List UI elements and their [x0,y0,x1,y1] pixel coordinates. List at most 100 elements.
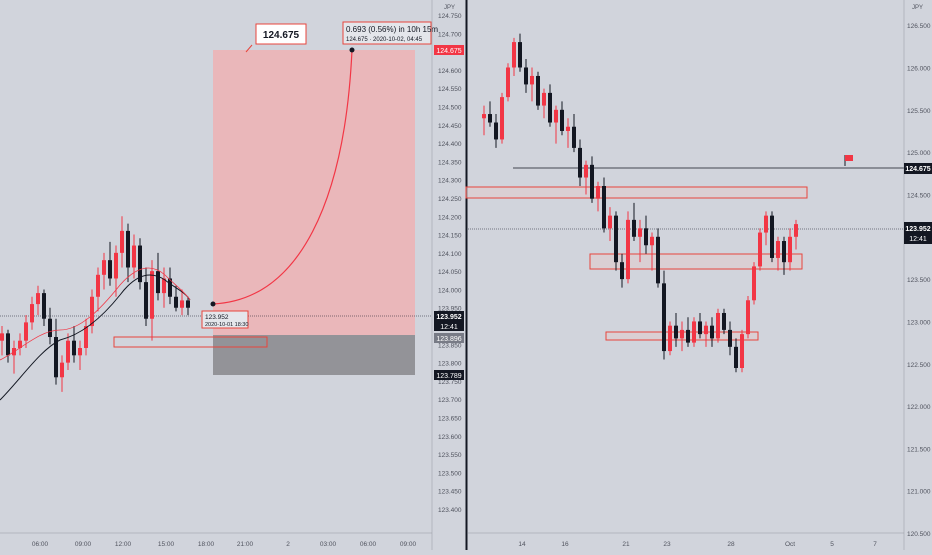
right-candle-body [554,109,558,123]
flag-icon[interactable] [844,155,853,166]
right-candle-body [752,266,756,301]
left-time-axis[interactable]: 06:00 09:00 12:00 15:00 18:00 21:00 2 03:00 06:0… [0,532,432,548]
projection-end-dot[interactable] [349,47,355,53]
right-time-axis[interactable]: 14 16 21 23 28 Oct 5 7 [468,532,904,548]
left-price-axis[interactable]: JPY 124.750124.700124.650124.600124.5501… [431,0,464,550]
right-candle-body [548,92,552,123]
stop-zone[interactable] [213,335,415,375]
right-candle-body [506,67,510,98]
right-current-price-label: 123.952 12:41 [904,222,932,244]
right-candle-body [722,312,726,330]
right-candle-body [740,334,744,368]
left-target-price-label: 124.675 [434,45,464,55]
left-x-tick-label: 06:00 [32,541,49,548]
projection-info-box[interactable]: 0.693 (0.56%) in 10h 15m 124.675 · 2020-… [342,21,438,45]
left-candle-body [126,230,130,268]
left-y-tick-label: 123.500 [438,470,462,477]
right-candle-body [746,300,750,335]
right-candle-body [626,219,630,280]
left-candle-body [72,340,76,356]
left-countdown-label: 12:41 [440,324,458,331]
right-currency-label: JPY [912,5,923,11]
right-candle-body [524,67,528,85]
right-y-tick-label: 125.500 [907,108,931,115]
right-candle-body [614,215,618,263]
left-candle-body [42,293,46,319]
right-candle-body [782,241,786,263]
right-candle-body [620,262,624,280]
left-candle-body [66,340,70,363]
left-candle-body [90,296,94,327]
right-y-tick-label: 125.000 [907,150,931,157]
right-candle-body [788,236,792,263]
left-y-tick-label: 123.850 [438,342,462,349]
right-x-tick-label: 7 [873,541,877,548]
right-candle-body [776,241,780,258]
resistance-zone[interactable] [465,186,808,199]
right-candle-body [488,114,492,123]
left-entry-price-label: 123.896 [434,333,464,343]
mid-zone[interactable] [589,253,803,270]
left-chart-pane[interactable]: 124.675 0.693 (0.56%) in 10h 15m 124.675… [0,0,464,550]
right-countdown-label: 12:41 [909,236,927,243]
right-candle-body [572,126,576,148]
left-y-tick-label: 124.250 [438,196,462,203]
right-candle-body [764,215,768,233]
left-y-tick-label: 124.050 [438,269,462,276]
left-x-tick-label: 06:00 [360,541,377,548]
left-candle-body [60,362,64,378]
right-chart-pane[interactable]: JPY 126.500 126.000 125.500 125.000 124.500 1… [465,0,932,550]
right-candle-body [530,75,534,85]
right-price-axis[interactable]: JPY 126.500 126.000 125.500 125.000 124.500 1… [903,0,932,550]
right-y-tick-label: 123.500 [907,277,931,284]
right-y-tick-label: 124.500 [907,192,931,199]
projection-start-dot[interactable] [210,301,216,307]
svg-text:123.952: 123.952 [436,314,461,321]
right-candle-body [566,126,570,131]
right-candle-body [494,122,498,140]
left-stop-price-label: 123.789 [434,370,464,380]
right-x-tick-label: 14 [518,541,526,548]
moving-average-black [0,274,191,401]
right-candle-body [638,228,642,237]
support-zone[interactable] [113,336,268,348]
left-y-tick-label: 123.550 [438,452,462,459]
start-info-line1: 123.952 [205,314,229,321]
right-candle-body [632,219,636,237]
left-candle-body [156,271,160,294]
right-candle-body [590,164,594,199]
left-candle-body [84,326,88,348]
right-candle-body [650,236,654,246]
left-y-tick-label: 123.750 [438,379,462,386]
left-x-tick-label: 15:00 [158,541,175,548]
left-candle-body [78,348,82,356]
left-candle-body [132,245,136,268]
right-candle-body [674,325,678,339]
left-candle-body [54,337,58,378]
right-candle-body [482,114,486,119]
left-y-tick-label: 124.200 [438,214,462,221]
left-current-price-label: 123.952 12:41 [434,311,464,331]
projection-info-line2: 124.675 · 2020-10-02, 04:45 [346,37,423,43]
right-candle-body [512,42,516,68]
left-x-tick-label: 09:00 [400,541,417,548]
target-callout[interactable]: 124.675 [245,23,307,53]
right-candle-body [704,325,708,335]
left-candle-body [6,333,10,356]
right-candle-body [536,75,540,106]
left-x-tick-label: 09:00 [75,541,92,548]
left-candle-body [0,333,4,341]
right-x-tick-label: 5 [830,541,834,548]
left-candle-body [102,260,106,275]
start-info-box[interactable]: 123.952 2020-10-01 18:30 [201,310,249,329]
target-zone[interactable] [213,50,415,335]
projection-curve[interactable] [212,49,353,305]
right-y-tick-label: 121.000 [907,489,931,496]
right-y-tick-label: 126.500 [907,23,931,30]
left-y-tick-label: 124.000 [438,287,462,294]
right-x-tick-label: 21 [622,541,630,548]
left-candle-body [18,340,22,348]
right-candle-body [716,312,720,339]
start-info-line2: 2020-10-01 18:30 [205,322,248,328]
